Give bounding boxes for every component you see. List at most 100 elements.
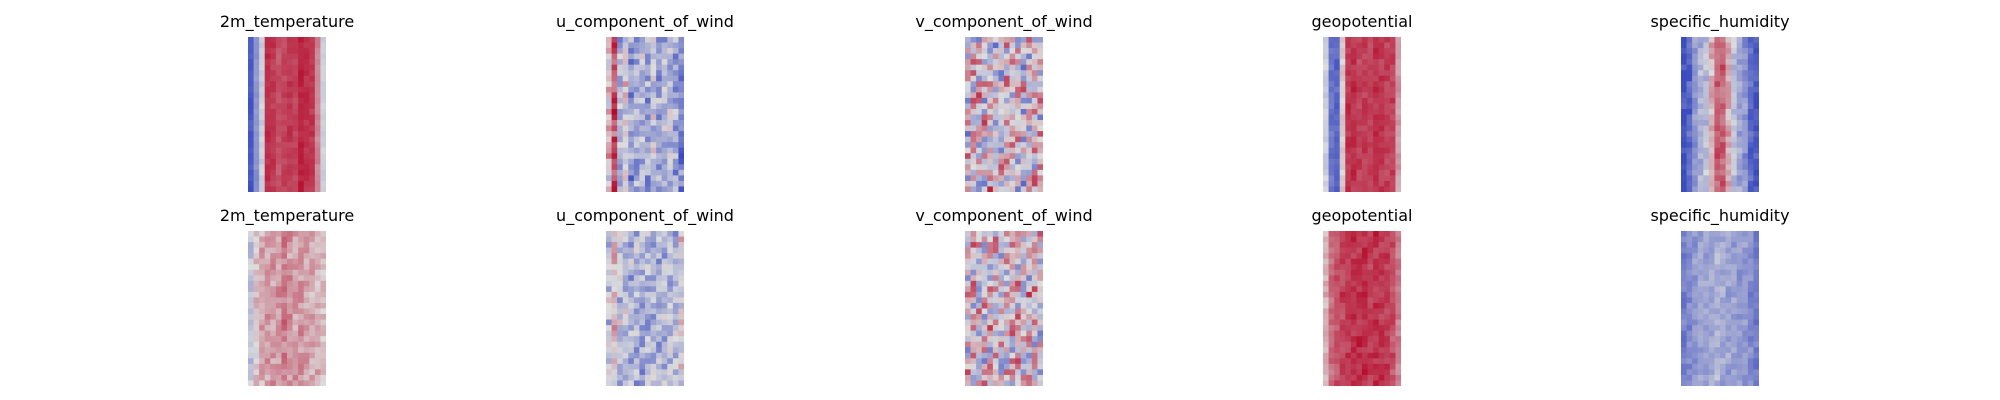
heatmap-cell: [1686, 175, 1693, 182]
heatmap-cell: [298, 86, 305, 93]
panel-title: specific_humidity: [1650, 12, 1790, 31]
heatmap-cell: [1350, 136, 1357, 143]
heatmap-cell: [1747, 319, 1754, 326]
heatmap-cell: [1356, 258, 1363, 265]
heatmap-cell: [1378, 242, 1385, 249]
heatmap-cell: [1031, 242, 1038, 249]
heatmap-cell: [650, 153, 657, 160]
heatmap-cell: [287, 37, 293, 43]
heatmap-cell: [633, 325, 640, 332]
heatmap-cell: [1356, 269, 1363, 276]
heatmap-cell: [314, 325, 321, 332]
heatmap-cell: [1725, 231, 1732, 237]
heatmap-cell: [1362, 164, 1368, 171]
heatmap-cell: [309, 297, 316, 304]
heatmap-cell: [1725, 363, 1732, 370]
heatmap-cell: [992, 64, 999, 71]
heatmap-cell: [1692, 236, 1699, 243]
heatmap-cell: [314, 347, 321, 354]
heatmap-cell: [1686, 158, 1693, 165]
heatmap-cell: [1367, 280, 1374, 287]
heatmap-cell: [656, 125, 663, 132]
heatmap-cell: [1037, 158, 1043, 165]
heatmap-cell: [1384, 37, 1391, 43]
heatmap-cell: [275, 180, 282, 187]
heatmap-cell: [1031, 369, 1038, 376]
heatmap-cell: [622, 358, 629, 365]
heatmap-cell: [1697, 363, 1704, 370]
heatmap-cell: [248, 341, 254, 348]
heatmap-cell: [633, 92, 640, 99]
heatmap-cell: [1015, 64, 1022, 71]
heatmap-cell: [1389, 275, 1396, 282]
heatmap-cell: [1725, 158, 1732, 165]
heatmap-cell: [1328, 136, 1335, 143]
heatmap-cell: [970, 92, 977, 99]
heatmap-cell: [1384, 280, 1391, 287]
heatmap-cell: [1004, 319, 1010, 326]
heatmap-cell: [1697, 136, 1704, 143]
heatmap-cell: [1747, 258, 1754, 265]
heatmap-cell: [1350, 369, 1357, 376]
heatmap-cell: [270, 120, 277, 126]
heatmap-cell: [1708, 314, 1715, 320]
heatmap-cell: [1004, 42, 1010, 49]
heatmap-cell: [298, 175, 305, 182]
heatmap-cell: [1356, 103, 1363, 110]
heatmap-cell: [645, 48, 651, 55]
heatmap-cell: [965, 37, 971, 43]
heatmap-cell: [1681, 347, 1687, 354]
heatmap-cell: [987, 59, 994, 66]
heatmap-cell: [667, 48, 674, 55]
heatmap-cell: [1339, 92, 1346, 99]
heatmap-cell: [639, 286, 646, 293]
heatmap-cell: [628, 286, 635, 293]
heatmap-cell: [1747, 363, 1754, 370]
heatmap-cell: [1004, 297, 1010, 304]
heatmap-cell: [309, 258, 316, 265]
heatmap-cell: [1686, 330, 1693, 337]
heatmap-cell: [314, 70, 321, 77]
heatmap-cell: [303, 325, 310, 332]
heatmap-cell: [1339, 108, 1346, 115]
heatmap-cell: [633, 236, 640, 243]
heatmap-cell: [1328, 164, 1335, 171]
heatmap-cell: [987, 53, 994, 60]
heatmap-cell: [1384, 302, 1391, 309]
heatmap-cell: [1681, 231, 1687, 237]
heatmap-cell: [320, 147, 326, 154]
heatmap-cell: [965, 108, 971, 115]
heatmap-cell: [617, 380, 624, 386]
heatmap-cell: [1004, 325, 1010, 332]
heatmap-cell: [976, 153, 983, 160]
heatmap-cell: [1720, 363, 1726, 370]
heatmap-cell: [650, 136, 657, 143]
heatmap-cell: [645, 97, 651, 104]
heatmap-cell: [281, 358, 288, 365]
heatmap-cell: [1714, 142, 1721, 149]
heatmap-cell: [633, 120, 640, 126]
heatmap-cell: [1367, 325, 1374, 332]
heatmap-cell: [965, 103, 971, 110]
heatmap-cell: [1708, 131, 1715, 138]
heatmap-cell: [667, 347, 674, 354]
heatmap-cell: [678, 114, 684, 121]
heatmap-cell: [633, 275, 640, 282]
heatmap-cell: [611, 142, 618, 149]
heatmap-cell: [1373, 103, 1380, 110]
heatmap-cell: [1731, 42, 1738, 49]
heatmap-cell: [1753, 280, 1759, 287]
heatmap-cell: [275, 142, 282, 149]
heatmap-cell: [650, 341, 657, 348]
heatmap-cell: [292, 92, 299, 99]
heatmap-cell: [1753, 108, 1759, 115]
heatmap-cell: [1378, 131, 1385, 138]
heatmap-cell: [1736, 53, 1743, 60]
heatmap-cell: [1736, 92, 1743, 99]
heatmap-cell: [628, 37, 635, 43]
heatmap-cell: [639, 258, 646, 265]
heatmap-cell: [287, 330, 293, 337]
heatmap-cell: [1350, 363, 1357, 370]
heatmap-cell: [992, 341, 999, 348]
heatmap-cell: [1323, 53, 1329, 60]
